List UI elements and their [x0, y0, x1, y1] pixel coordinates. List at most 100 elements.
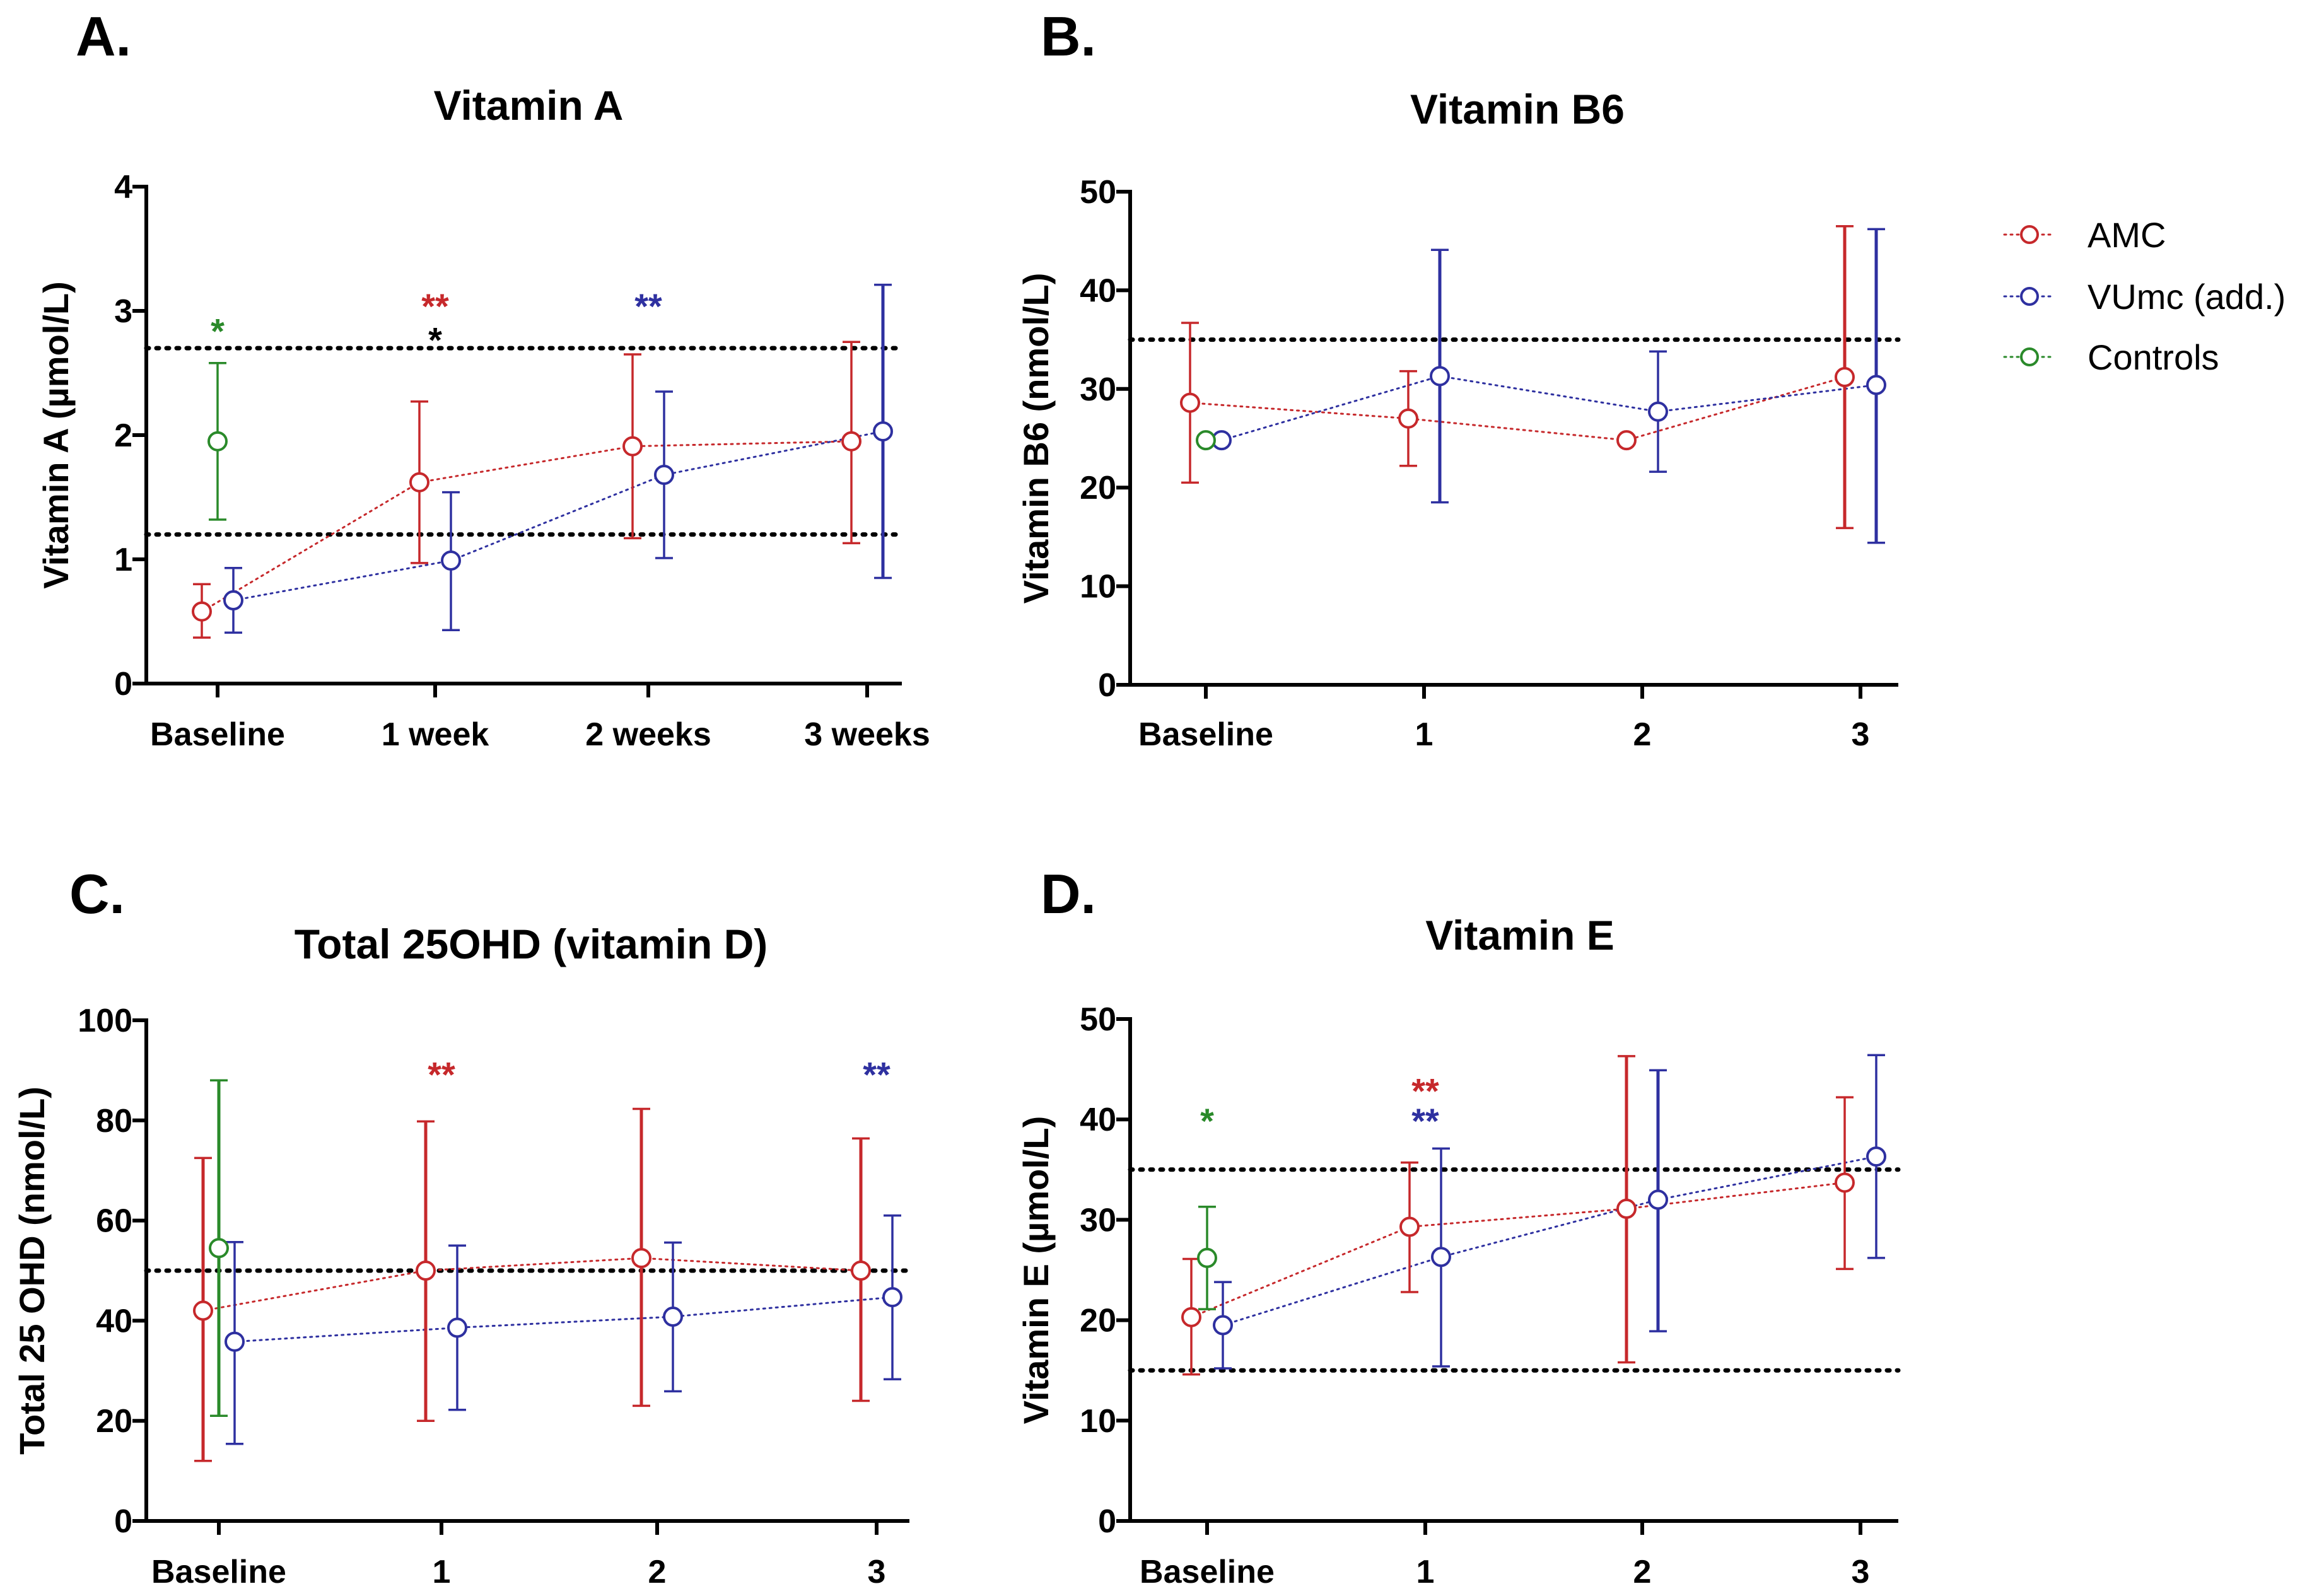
- chart-title: Vitamin E: [1425, 912, 1615, 958]
- data-point-amc: [1181, 1307, 1201, 1327]
- y-tick-label: 0: [114, 666, 132, 702]
- significance-marker: **: [634, 286, 662, 326]
- legend: AMC VUmc (add.) Controls: [2003, 215, 2286, 377]
- y-tick-label: 30: [1080, 1202, 1116, 1238]
- data-point-amc: [1616, 1198, 1637, 1219]
- x-tick-label: 2: [1633, 716, 1652, 753]
- y-tick-label: 60: [96, 1203, 132, 1240]
- legend-swatch-marker: [2020, 347, 2039, 366]
- series-line-vumc: [232, 430, 884, 602]
- y-tick-label: 100: [78, 1003, 132, 1039]
- legend-item-controls: Controls: [2003, 337, 2219, 377]
- data-point-amc: [1616, 430, 1637, 451]
- chart-panel-b: B. Vitamin B6 Vitamin B6 (nmol/L) 0 10 20 30 40…: [1016, 5, 1901, 753]
- significance-marker: **: [1411, 1071, 1439, 1110]
- data-point-vumc: [1866, 1146, 1886, 1167]
- y-axis-label: Vitamin E (µmol/L): [1016, 1116, 1056, 1424]
- data-point-amc: [1399, 1216, 1420, 1237]
- data-point-vumc: [1430, 366, 1450, 387]
- series-line-amc: [201, 440, 853, 613]
- series-line-amc: [202, 1257, 862, 1312]
- series-line-vumc: [233, 1296, 894, 1343]
- x-tick-label: Baseline: [1140, 1554, 1275, 1590]
- y-tick-label: 40: [1080, 272, 1116, 309]
- panels: A. Vitamin A Vitamin A (µmol/L) 0 1 2 3 4 Baseli…: [12, 5, 1901, 1590]
- chart-panel-c: C. Total 25OHD (vitamin D) Total 25 OHD (n…: [12, 863, 912, 1590]
- x-tick-label: 2: [1633, 1554, 1652, 1590]
- significance-marker: **: [863, 1054, 890, 1094]
- y-tick-label: 0: [1098, 1503, 1116, 1540]
- x-tick-label: Baseline: [151, 1554, 286, 1590]
- y-tick-label: 80: [96, 1103, 132, 1139]
- y-tick-label: 10: [1080, 569, 1116, 605]
- data-point-vumc: [1648, 401, 1668, 422]
- significance-marker: *: [211, 312, 225, 351]
- data-point-vumc: [225, 1331, 245, 1352]
- legend-label: VUmc (add.): [2088, 277, 2286, 317]
- y-tick-label: 40: [96, 1303, 132, 1339]
- y-tick-label: 3: [114, 293, 132, 330]
- x-tick-label: Baseline: [150, 716, 285, 753]
- y-tick-label: 20: [96, 1403, 132, 1440]
- y-tick-label: 20: [1080, 1303, 1116, 1339]
- data-point-vumc: [441, 550, 461, 571]
- x-tick-label: Baseline: [1138, 716, 1273, 753]
- significance-marker: *: [1200, 1101, 1214, 1141]
- data-point-amc: [622, 436, 643, 457]
- panel-letter: B.: [1041, 5, 1096, 67]
- chart-title: Vitamin A: [434, 82, 624, 129]
- y-tick-label: 50: [1080, 174, 1116, 211]
- chart-panel-a: A. Vitamin A Vitamin A (µmol/L) 0 1 2 3 4 Baseli…: [36, 5, 930, 753]
- y-tick-label: 1: [114, 542, 132, 578]
- x-tick-label: 2: [648, 1554, 667, 1590]
- x-tick-label: 3: [868, 1554, 886, 1590]
- y-tick-label: 30: [1080, 371, 1116, 408]
- data-point-vumc: [1431, 1247, 1451, 1267]
- data-point-vumc: [1866, 375, 1886, 395]
- x-tick-label: 3: [1852, 716, 1870, 753]
- data-point-amc: [409, 472, 429, 492]
- legend-item-amc: AMC: [2003, 215, 2166, 255]
- data-point-vumc: [882, 1287, 902, 1308]
- data-point-amc: [1180, 392, 1200, 413]
- x-tick-label: 1: [1416, 1554, 1435, 1590]
- series-line-amc: [1189, 376, 1846, 441]
- significance-marker: **: [1411, 1101, 1439, 1141]
- series-line-vumc: [1220, 375, 1877, 441]
- data-point-vumc: [654, 465, 674, 486]
- x-tick-label: 1: [433, 1554, 451, 1590]
- y-tick-label: 2: [114, 417, 132, 454]
- data-point-amc: [631, 1248, 651, 1269]
- legend-swatch-marker: [2020, 287, 2039, 306]
- data-point-vumc: [223, 590, 243, 611]
- legend-swatch-marker: [2020, 225, 2039, 244]
- data-point-vumc: [447, 1317, 467, 1338]
- data-point-vumc: [873, 421, 893, 442]
- data-point-amc: [416, 1261, 436, 1281]
- y-tick-label: 4: [114, 169, 132, 206]
- data-point-vumc: [1648, 1189, 1668, 1210]
- data-point-controls: [1197, 1247, 1217, 1268]
- y-tick-label: 0: [1098, 667, 1116, 704]
- panel-letter: A.: [76, 5, 131, 67]
- x-tick-label: 3: [1852, 1554, 1870, 1590]
- data-point-amc: [1835, 1172, 1855, 1193]
- chart-panel-d: D. Vitamin E Vitamin E (µmol/L) 0 10 20 30 40 50…: [1016, 863, 1901, 1590]
- data-point-amc: [841, 431, 861, 451]
- data-point-controls: [1196, 430, 1216, 451]
- y-axis-label: Vitamin A (µmol/L): [36, 281, 76, 589]
- y-tick-label: 0: [114, 1503, 132, 1540]
- legend-label: AMC: [2088, 215, 2166, 255]
- y-tick-label: 20: [1080, 470, 1116, 506]
- chart-title: Total 25OHD (vitamin D): [295, 921, 768, 967]
- panel-letter: C.: [69, 863, 125, 925]
- data-point-amc: [193, 1300, 213, 1321]
- data-point-amc: [1398, 408, 1418, 429]
- significance-marker: **: [421, 286, 449, 326]
- data-point-vumc: [663, 1307, 683, 1327]
- data-point-controls: [207, 431, 228, 451]
- x-tick-label: 1: [1415, 716, 1434, 753]
- data-point-amc: [1835, 367, 1855, 388]
- series-line-amc: [1190, 1181, 1846, 1319]
